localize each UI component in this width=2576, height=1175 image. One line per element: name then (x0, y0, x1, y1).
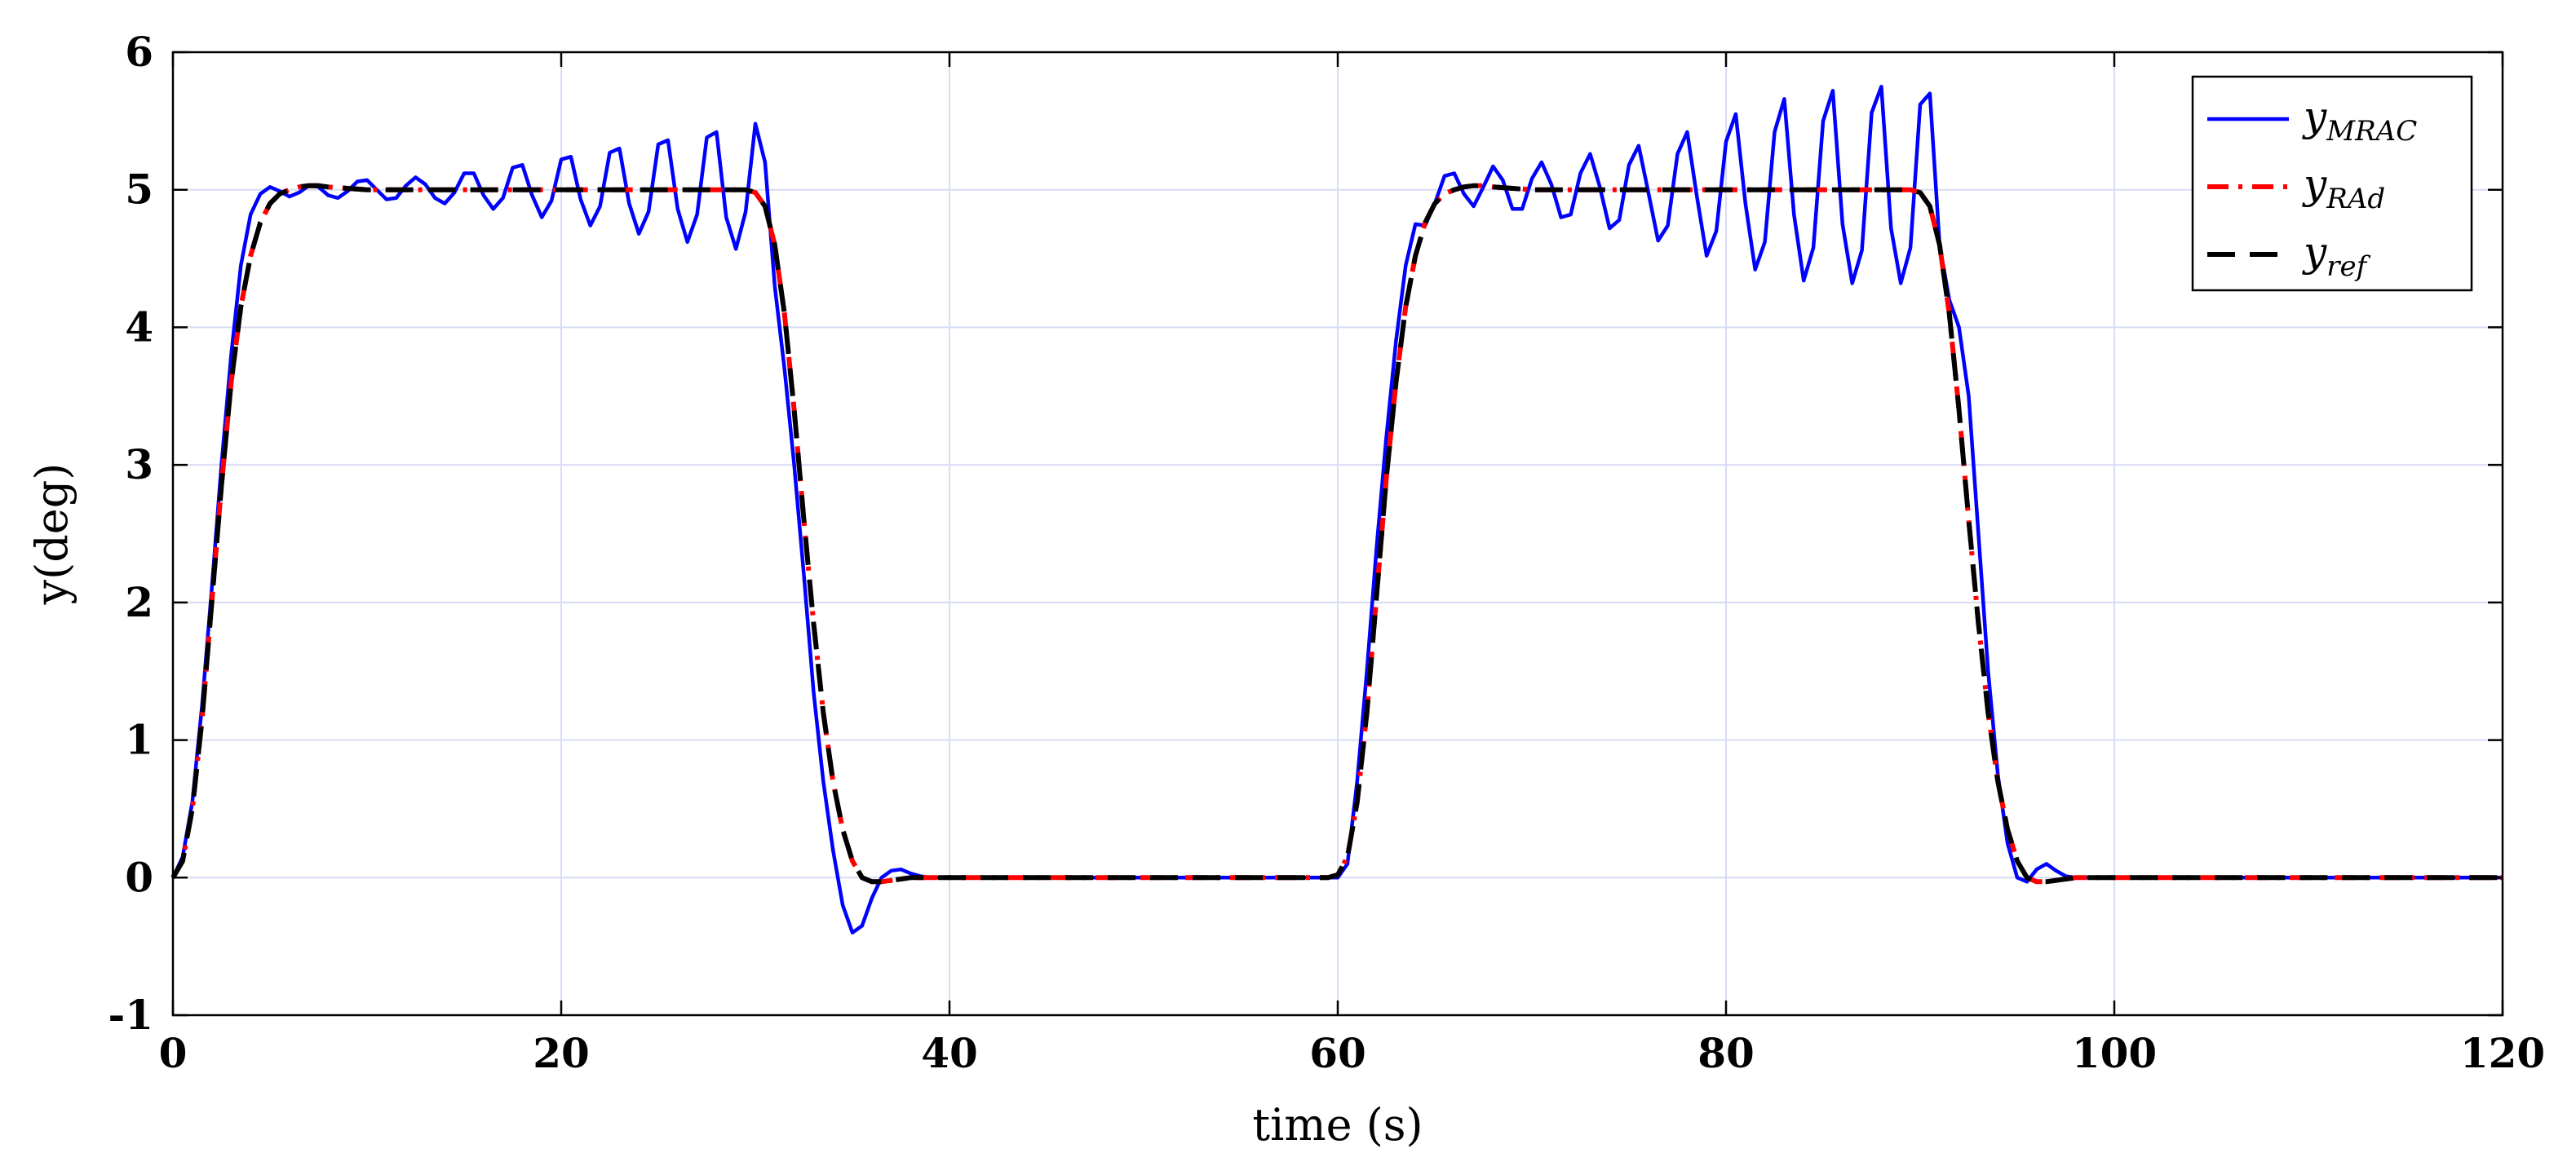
y-tick-label: 6 (125, 28, 153, 76)
y-axis-label: y(deg) (26, 463, 77, 606)
series-lines (170, 84, 2503, 935)
y-tick-label: 2 (125, 578, 153, 626)
y-tick-label: 3 (125, 440, 153, 488)
x-tick-label: 80 (1697, 1029, 1755, 1077)
legend-label: yRAd (2302, 161, 2385, 215)
y-tick-label: 4 (125, 303, 153, 351)
y-tick-label: 5 (125, 166, 153, 214)
x-tick-label: 20 (533, 1029, 590, 1077)
y-tick-label: -1 (108, 991, 153, 1039)
legend: yMRAC yRAd yref (2191, 75, 2473, 292)
legend-label: yMRAC (2302, 93, 2417, 148)
x-tick-label: 100 (2072, 1029, 2157, 1077)
x-tick-label: 0 (159, 1029, 188, 1077)
x-tick-label: 40 (921, 1029, 978, 1077)
y-tick-label: 1 (125, 716, 153, 764)
x-tick-label: 120 (2460, 1029, 2545, 1077)
series-line-y-ref (170, 183, 2503, 885)
legend-box (2191, 75, 2473, 292)
y-tick-label: 0 (125, 853, 153, 901)
legend-label: yref (2302, 228, 2371, 283)
x-tick-label: 60 (1309, 1029, 1366, 1077)
x-axis-label: time (s) (1252, 1099, 1423, 1151)
